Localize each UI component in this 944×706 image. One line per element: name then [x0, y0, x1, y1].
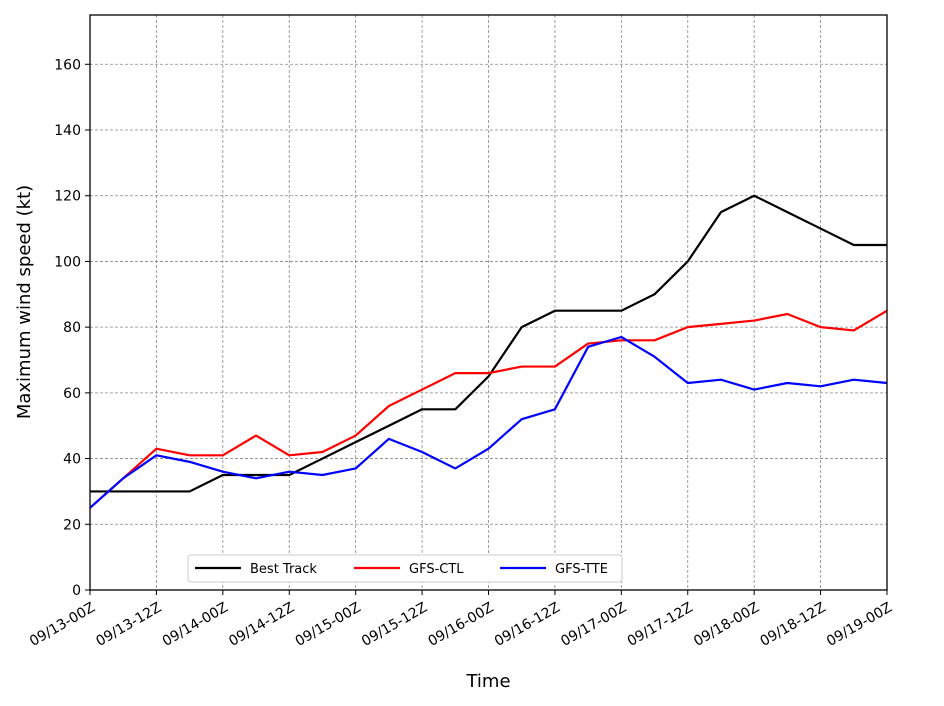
x-axis-title: Time [465, 671, 510, 692]
x-tick-label: 09/18-12Z [758, 600, 829, 650]
x-tick-label: 09/18-00Z [691, 600, 762, 650]
series-line-best-track [90, 194, 887, 493]
y-tick-label: 60 [63, 386, 81, 402]
x-tick-label: 09/14-00Z [160, 600, 231, 650]
series-line-gfs-ctl [89, 309, 888, 509]
y-tick-label: 140 [54, 123, 81, 139]
legend-label-best-track: Best Track [250, 562, 317, 577]
legend: Best Track GFS-CTL GFS-TTE [187, 554, 623, 583]
x-tick-label: 09/15-12Z [359, 600, 430, 650]
y-axis-title: Maximum wind speed (kt) [14, 185, 35, 419]
y-tick-label: 40 [63, 452, 81, 468]
x-tick-label: 09/13-00Z [27, 600, 98, 650]
x-tick-label: 09/15-00Z [293, 600, 364, 650]
series-line-gfs-tte [89, 335, 888, 509]
y-tick-label: 100 [54, 254, 81, 270]
legend-label-gfs-ctl: GFS-CTL [409, 562, 464, 577]
x-tick-label: 09/19-00Z [824, 600, 895, 650]
legend-label-gfs-tte: GFS-TTE [555, 562, 608, 577]
legend-frame [187, 554, 623, 583]
x-tick-label: 09/16-12Z [492, 600, 563, 650]
x-tick-label: 09/17-12Z [625, 600, 696, 650]
x-tick-label: 09/13-12Z [93, 600, 164, 650]
x-tick-label: 09/17-00Z [558, 600, 629, 650]
y-axis: 0 20 40 60 80 100 120 140 160 [54, 57, 90, 599]
y-tick-label: 0 [72, 583, 81, 599]
x-axis: 09/13-00Z09/13-12Z09/14-00Z09/14-12Z09/1… [27, 590, 895, 650]
y-tick-label: 80 [63, 320, 81, 336]
x-tick-label: 09/14-12Z [226, 600, 297, 650]
y-tick-label: 120 [54, 189, 81, 205]
x-tick-label: 09/16-00Z [425, 600, 496, 650]
series-layer [89, 194, 888, 509]
grid [90, 15, 887, 590]
y-tick-label: 160 [54, 57, 81, 73]
y-tick-label: 20 [63, 517, 81, 533]
